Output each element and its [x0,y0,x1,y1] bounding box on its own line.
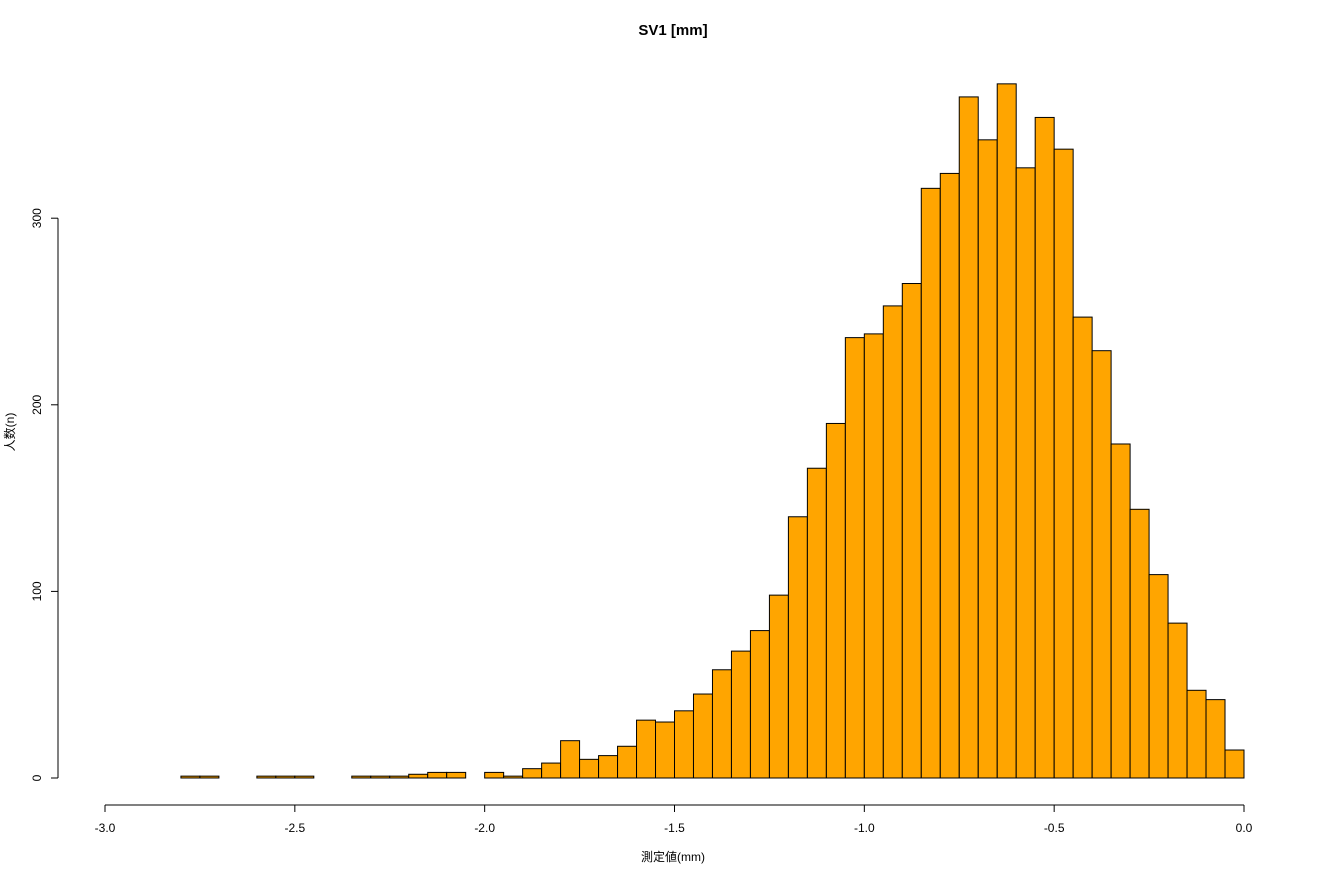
histogram-bar [446,771,467,779]
histogram-bar [863,333,884,779]
histogram-bar [1015,167,1036,779]
histogram-bar [958,96,979,779]
y-axis-label: 人数(n) [2,413,17,452]
histogram-bar [275,775,296,779]
histogram-bar [256,775,277,779]
histogram-bar [711,669,732,779]
histogram-bar [806,467,827,779]
x-axis-label: 測定値(mm) [641,849,705,864]
histogram-bar [730,650,751,779]
histogram-bar [1091,350,1112,779]
y-axis: 0 100 200 300 [30,208,59,781]
x-tick-label: -1.0 [854,821,875,835]
histogram-bar [522,768,543,779]
histogram-bar [579,758,600,779]
histogram-bar [541,762,562,779]
histogram-bar [598,755,619,779]
histogram-bar [370,775,391,779]
y-tick-label: 200 [30,394,44,414]
histogram-bar [1205,699,1226,779]
histogram-bar [882,305,903,779]
x-tick-label: -2.0 [474,821,495,835]
histogram-bar [617,745,638,779]
histogram-bar [1072,316,1093,779]
histogram-bar [1053,148,1074,779]
x-axis: -3.0 -2.5 -2.0 -1.5 -1.0 -0.5 0.0 [95,804,1253,835]
histogram-bar [636,719,657,779]
histogram-bar [1110,443,1131,779]
histogram-bar [503,775,524,779]
histogram-bar [655,721,676,779]
y-tick-label: 0 [30,774,44,781]
x-tick-label: -3.0 [95,821,116,835]
histogram-bar [427,771,448,779]
histogram-bar [1148,574,1169,779]
histogram-bar [560,740,581,779]
histogram-bar [787,516,808,779]
histogram-bar [351,775,372,779]
histogram-bar [1034,116,1055,779]
x-tick-label: -0.5 [1044,821,1065,835]
histogram-bar [996,83,1017,779]
x-tick-label: 0.0 [1236,821,1253,835]
histogram-bar [692,693,713,779]
y-tick-label: 100 [30,581,44,601]
histogram-bar [844,337,865,779]
histogram-bar [199,775,220,779]
histogram-bar [1129,508,1150,779]
histogram-bar [901,283,922,779]
bars-group [180,83,1245,779]
histogram-bar [294,775,315,779]
histogram-bar [389,775,410,779]
histogram-bar [825,422,846,779]
histogram-bar [1167,622,1188,779]
histogram-bar [484,771,505,779]
histogram-bar [1224,749,1245,779]
histogram-bar [1186,689,1207,779]
histogram-bar [768,594,789,779]
chart-title: SV1 [mm] [638,22,707,39]
histogram-bar [920,187,941,779]
y-tick-label: 300 [30,208,44,228]
histogram-bar [180,775,201,779]
x-tick-label: -2.5 [284,821,305,835]
histogram-bar [408,773,429,779]
histogram-bar [939,172,960,779]
histogram-bar [977,139,998,779]
x-tick-label: -1.5 [664,821,685,835]
histogram-bar [674,710,694,779]
histogram-bar [749,630,770,779]
